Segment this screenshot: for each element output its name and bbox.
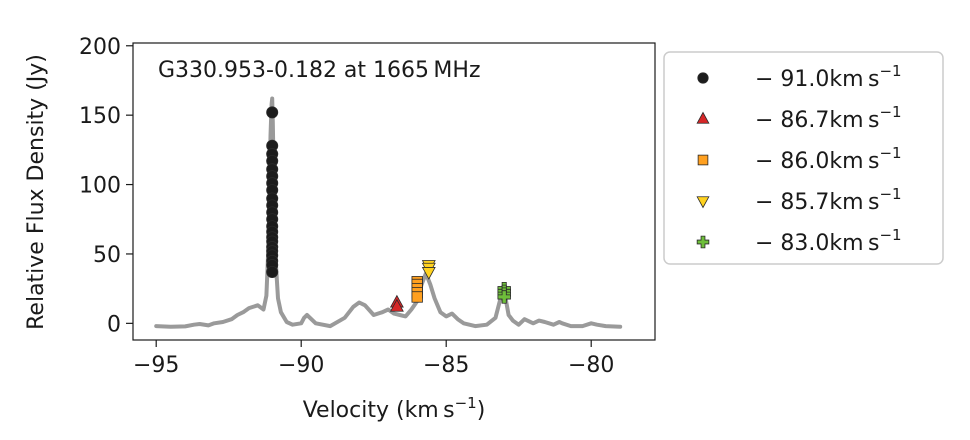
- spectrum-line: [154, 96, 623, 329]
- x-tick-label: −80: [568, 353, 614, 378]
- legend-label: − 91.0km s−1: [755, 62, 902, 92]
- data-point-series-0: [266, 265, 279, 278]
- y-tick-label: 100: [79, 174, 121, 199]
- y-tick-label: 150: [79, 104, 121, 129]
- legend: − 91.0km s−1 − 86.7km s−1 − 86.0km s−1 − 85…: [663, 51, 944, 265]
- legend-marker: [696, 235, 710, 249]
- x-tick-label: −95: [133, 353, 179, 378]
- chart-title: G330.953-0.182 at 1665 MHz: [158, 58, 481, 83]
- axes-frame: [132, 42, 656, 341]
- legend-marker: [696, 196, 710, 209]
- legend-frame: [663, 51, 944, 265]
- legend-marker: [697, 154, 709, 166]
- x-axis-label: Velocity (km s−1): [303, 394, 486, 423]
- data-point-series-2: [411, 291, 423, 303]
- legend-marker: [696, 111, 710, 124]
- data-point-series-0: [266, 106, 279, 119]
- legend-label: − 83.0km s−1: [755, 226, 902, 256]
- legend-marker: [697, 72, 709, 84]
- legend-label: − 85.7km s−1: [755, 185, 902, 215]
- y-tick-label: 50: [93, 243, 121, 268]
- y-tick-label: 0: [107, 312, 121, 337]
- data-point-series-4: [497, 290, 511, 304]
- x-tick-label: −85: [423, 353, 469, 378]
- x-ticks: −95 −90 −85 −80: [133, 340, 614, 378]
- data-point-series-1: [389, 298, 404, 312]
- legend-label: − 86.7km s−1: [755, 103, 902, 133]
- y-ticks: 0 50 100 150 200: [79, 35, 133, 337]
- x-tick-label: −90: [278, 353, 324, 378]
- y-axis-label: Relative Flux Density (Jy): [24, 54, 49, 330]
- plot-area: G330.953-0.182 at 1665 MHz: [132, 42, 656, 341]
- markers: [266, 106, 511, 312]
- data-point-series-3: [421, 267, 436, 280]
- legend-label: − 86.0km s−1: [755, 144, 902, 174]
- y-tick-label: 200: [79, 35, 121, 60]
